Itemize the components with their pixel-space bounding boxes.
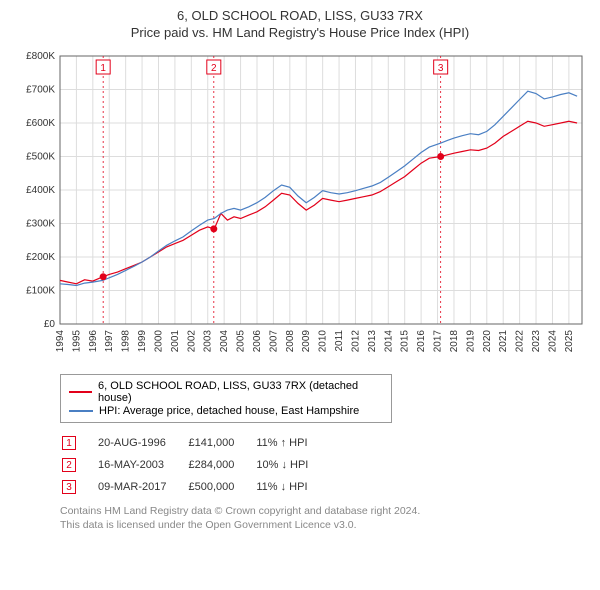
svg-text:1998: 1998	[121, 330, 132, 353]
svg-text:2014: 2014	[383, 330, 394, 353]
sale-date: 16-MAY-2003	[98, 455, 186, 475]
svg-text:£500K: £500K	[26, 152, 55, 163]
svg-text:2019: 2019	[465, 330, 476, 353]
svg-text:2009: 2009	[301, 330, 312, 353]
svg-text:1995: 1995	[71, 330, 82, 353]
svg-text:2: 2	[211, 63, 217, 74]
footer-line1: Contains HM Land Registry data © Crown c…	[60, 505, 588, 519]
chart-container: 6, OLD SCHOOL ROAD, LISS, GU33 7RX Price…	[0, 0, 600, 540]
svg-text:2021: 2021	[498, 330, 509, 353]
table-row: 2 16-MAY-2003£284,00010% ↓ HPI	[62, 455, 328, 475]
chart-title-subtitle: Price paid vs. HM Land Registry's House …	[12, 25, 588, 40]
svg-text:1: 1	[100, 63, 106, 74]
svg-text:£100K: £100K	[26, 286, 55, 297]
svg-text:2017: 2017	[433, 330, 444, 353]
svg-text:£800K: £800K	[26, 51, 55, 62]
svg-text:£600K: £600K	[26, 118, 55, 129]
sale-price: £141,000	[188, 433, 254, 453]
svg-text:2015: 2015	[400, 330, 411, 353]
svg-text:2013: 2013	[367, 330, 378, 353]
svg-text:3: 3	[438, 63, 444, 74]
svg-text:2005: 2005	[236, 330, 247, 353]
svg-text:1996: 1996	[88, 330, 99, 353]
table-row: 3 09-MAR-2017£500,00011% ↓ HPI	[62, 477, 328, 497]
table-row: 1 20-AUG-1996£141,00011% ↑ HPI	[62, 433, 328, 453]
svg-text:2007: 2007	[268, 330, 279, 353]
sale-marker-icon: 1	[62, 436, 76, 450]
sale-delta: 10% ↓ HPI	[256, 455, 328, 475]
svg-text:2016: 2016	[416, 330, 427, 353]
svg-text:1999: 1999	[137, 330, 148, 353]
svg-text:£200K: £200K	[26, 252, 55, 263]
legend-label: HPI: Average price, detached house, East…	[99, 405, 359, 417]
sale-price: £500,000	[188, 477, 254, 497]
svg-text:2000: 2000	[153, 330, 164, 353]
svg-text:2012: 2012	[350, 330, 361, 353]
sales-table: 1 20-AUG-1996£141,00011% ↑ HPI 2 16-MAY-200…	[60, 431, 330, 499]
line-chart-svg: £0 £100K £200K £300K £400K £500K £600K £700K £80…	[12, 48, 588, 368]
svg-text:2022: 2022	[515, 330, 526, 353]
svg-text:2003: 2003	[203, 330, 214, 353]
svg-text:£400K: £400K	[26, 185, 55, 196]
svg-text:2010: 2010	[318, 330, 329, 353]
sale-marker-icon: 3	[62, 480, 76, 494]
chart-title-address: 6, OLD SCHOOL ROAD, LISS, GU33 7RX	[12, 8, 588, 23]
legend-item: HPI: Average price, detached house, East…	[69, 405, 383, 417]
svg-text:2020: 2020	[482, 330, 493, 353]
sale-marker-icon: 2	[62, 458, 76, 472]
svg-text:£0: £0	[44, 319, 56, 330]
svg-text:2011: 2011	[334, 330, 345, 352]
svg-text:2024: 2024	[547, 330, 558, 353]
svg-text:1994: 1994	[55, 330, 66, 353]
legend-swatch	[69, 391, 92, 393]
svg-text:2002: 2002	[186, 330, 197, 353]
svg-text:£300K: £300K	[26, 219, 55, 230]
legend: 6, OLD SCHOOL ROAD, LISS, GU33 7RX (deta…	[60, 374, 392, 423]
sale-date: 09-MAR-2017	[98, 477, 186, 497]
svg-text:1997: 1997	[104, 330, 115, 353]
sale-delta: 11% ↑ HPI	[256, 433, 328, 453]
legend-swatch	[69, 410, 93, 412]
svg-text:2004: 2004	[219, 330, 230, 353]
footer-attribution: Contains HM Land Registry data © Crown c…	[60, 505, 588, 532]
sale-price: £284,000	[188, 455, 254, 475]
sale-date: 20-AUG-1996	[98, 433, 186, 453]
sale-delta: 11% ↓ HPI	[256, 477, 328, 497]
svg-text:2023: 2023	[531, 330, 542, 353]
svg-text:2018: 2018	[449, 330, 460, 353]
footer-line2: This data is licensed under the Open Gov…	[60, 519, 588, 533]
legend-label: 6, OLD SCHOOL ROAD, LISS, GU33 7RX (deta…	[98, 380, 383, 404]
svg-text:£700K: £700K	[26, 85, 55, 96]
svg-text:2006: 2006	[252, 330, 263, 353]
svg-text:2008: 2008	[285, 330, 296, 353]
svg-text:2001: 2001	[170, 330, 181, 353]
chart-plot: £0 £100K £200K £300K £400K £500K £600K £700K £80…	[12, 48, 588, 368]
legend-item: 6, OLD SCHOOL ROAD, LISS, GU33 7RX (deta…	[69, 380, 383, 404]
svg-text:2025: 2025	[564, 330, 575, 353]
